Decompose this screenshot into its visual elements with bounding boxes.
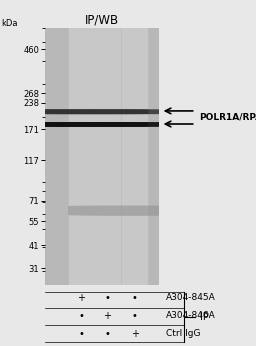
Text: +: + xyxy=(103,311,111,321)
Text: •: • xyxy=(104,329,110,339)
Text: A304-845A: A304-845A xyxy=(166,293,216,302)
Text: kDa: kDa xyxy=(1,19,18,28)
Text: •: • xyxy=(78,311,84,321)
FancyBboxPatch shape xyxy=(40,109,175,114)
Bar xyxy=(69,28,94,285)
Text: +: + xyxy=(131,329,139,339)
Bar xyxy=(95,28,120,285)
Text: •: • xyxy=(132,293,138,302)
FancyBboxPatch shape xyxy=(14,122,148,127)
Text: POLR1A/RPA194: POLR1A/RPA194 xyxy=(200,113,256,122)
Text: •: • xyxy=(132,311,138,321)
Text: +: + xyxy=(77,293,85,302)
Bar xyxy=(122,28,147,285)
Text: •: • xyxy=(78,329,84,339)
Text: Ctrl IgG: Ctrl IgG xyxy=(166,329,201,338)
Text: A304-846A: A304-846A xyxy=(166,311,216,320)
Text: •: • xyxy=(104,293,110,302)
FancyBboxPatch shape xyxy=(14,109,148,114)
FancyBboxPatch shape xyxy=(40,122,175,127)
Title: IP/WB: IP/WB xyxy=(85,13,119,27)
FancyBboxPatch shape xyxy=(68,206,201,216)
Text: IP: IP xyxy=(200,312,209,322)
